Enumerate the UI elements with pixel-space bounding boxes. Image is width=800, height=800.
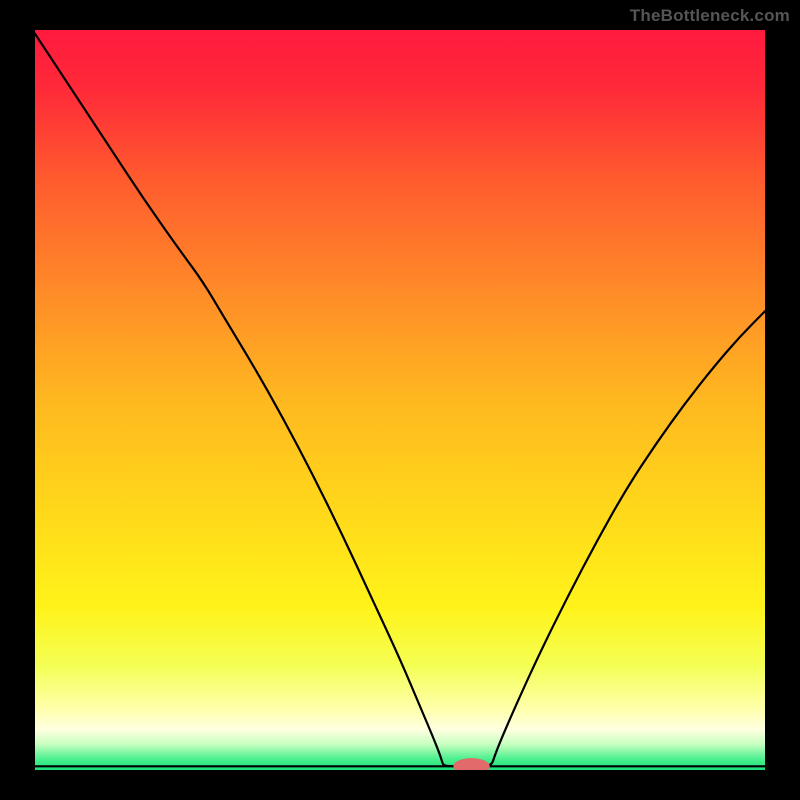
chart-svg [35, 30, 765, 770]
plot-area [35, 30, 765, 770]
watermark-text: TheBottleneck.com [630, 6, 790, 26]
chart-frame: TheBottleneck.com [0, 0, 800, 800]
